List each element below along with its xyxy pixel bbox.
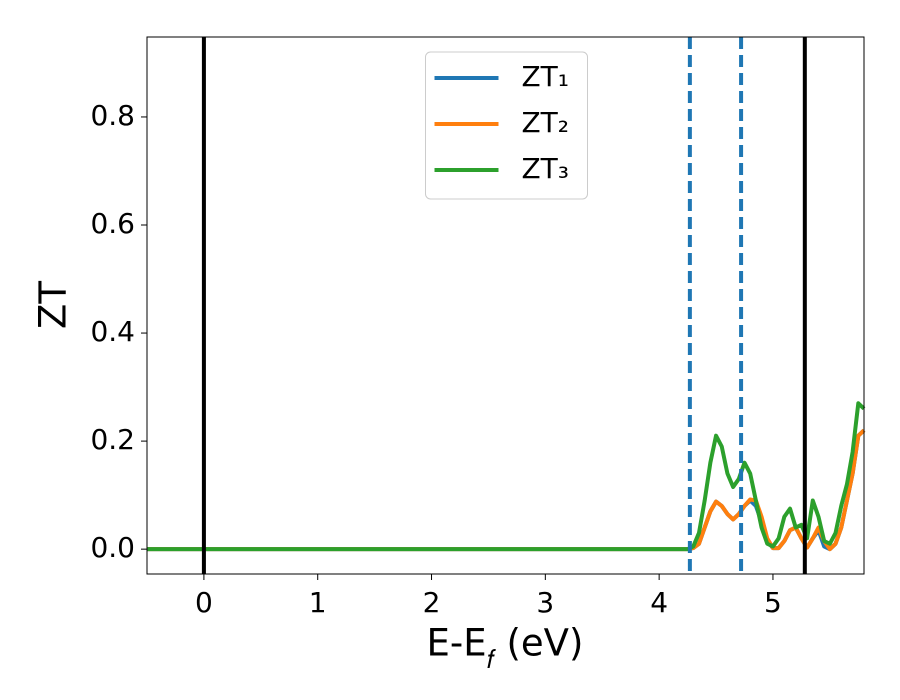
- y-tick-label: 0.0: [90, 531, 135, 564]
- plot-frame: [146, 36, 865, 575]
- x-tick-label: 4: [650, 586, 668, 619]
- y-tick-label: 0.8: [90, 99, 135, 132]
- x-tick-label: 1: [309, 586, 327, 619]
- y-tick-label: 0.4: [90, 315, 135, 348]
- x-axis-label: E-E𝑓 (eV): [427, 622, 584, 675]
- legend-label: ZT₃: [522, 152, 570, 185]
- y-axis-label: ZT: [32, 281, 75, 329]
- x-tick-label: 2: [423, 586, 441, 619]
- series-line: [147, 401, 866, 552]
- x-tick-label: 0: [195, 586, 213, 619]
- x-tick-label: 5: [764, 586, 782, 619]
- legend-label: ZT₂: [522, 106, 570, 139]
- legend-label: ZT₁: [522, 60, 570, 93]
- legend-box: [425, 51, 588, 200]
- y-tick-label: 0.2: [90, 423, 135, 456]
- y-tick-label: 0.6: [90, 207, 135, 240]
- x-tick-label: 3: [536, 586, 554, 619]
